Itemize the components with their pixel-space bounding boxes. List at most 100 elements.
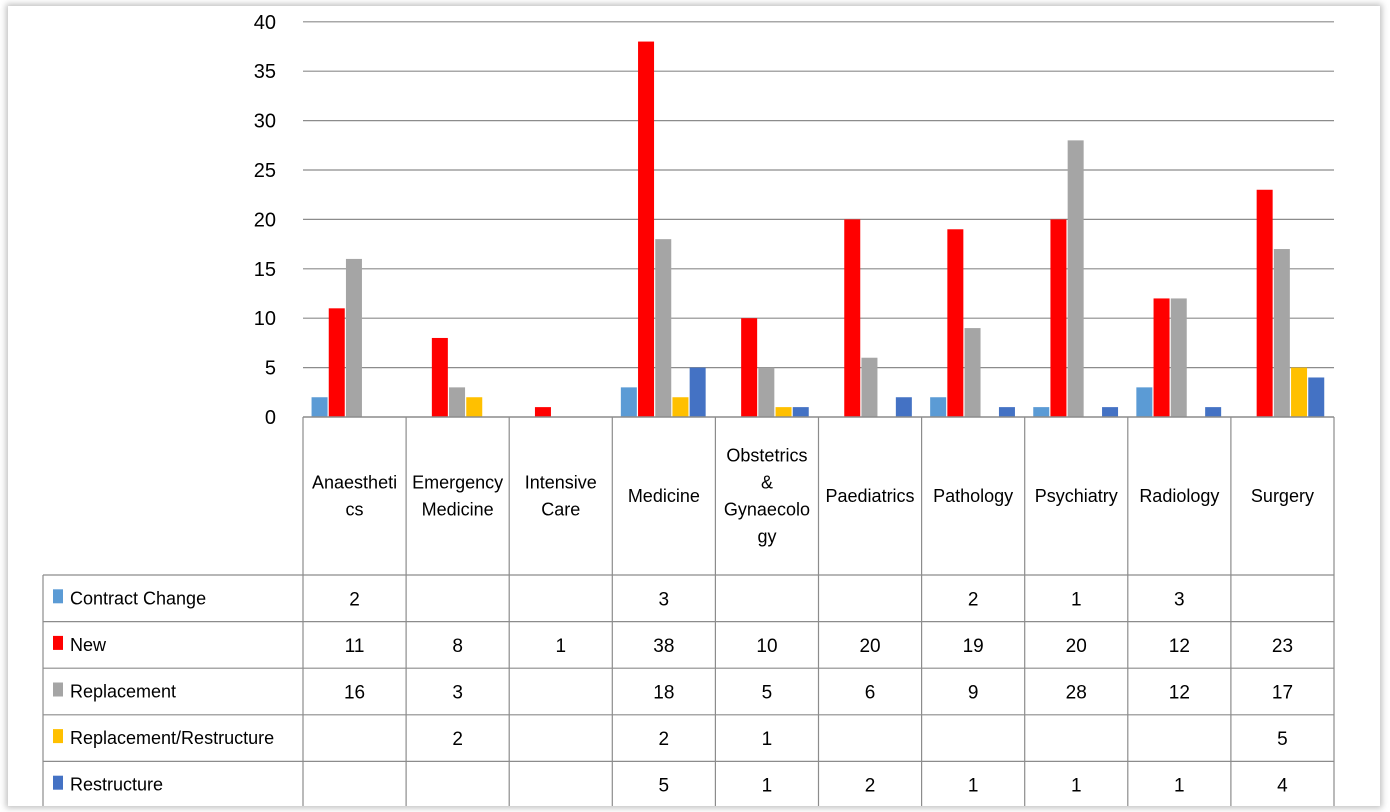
data-label: 12 <box>1169 636 1190 657</box>
data-label: 2 <box>659 729 670 750</box>
data-label: 18 <box>653 683 674 704</box>
data-label: 11 <box>345 636 365 657</box>
data-label: 5 <box>1277 729 1288 750</box>
y-tick-label: 35 <box>254 61 276 83</box>
data-label: 2 <box>452 729 463 750</box>
bar <box>638 41 655 418</box>
data-label: 2 <box>865 776 876 797</box>
bar <box>311 397 328 417</box>
data-label: 1 <box>968 776 979 797</box>
legend-swatch <box>53 682 63 697</box>
data-label: 8 <box>452 636 463 657</box>
bar <box>1033 407 1050 417</box>
category-label: & <box>761 473 773 493</box>
bar <box>1153 298 1170 417</box>
y-tick-label: 10 <box>254 308 276 330</box>
bar <box>431 337 448 417</box>
bar <box>1170 298 1187 417</box>
bar <box>741 318 758 417</box>
legend-label: Contract Change <box>70 588 206 608</box>
data-label: 28 <box>1066 683 1087 704</box>
data-label: 3 <box>659 589 670 610</box>
category-label: Emergency <box>412 473 503 493</box>
bar <box>844 219 861 417</box>
bar <box>620 387 637 417</box>
data-label: 5 <box>659 776 670 797</box>
y-tick-label: 5 <box>265 358 276 380</box>
bar <box>998 407 1015 417</box>
category-label: Medicine <box>422 500 494 520</box>
bar <box>672 397 689 417</box>
data-label: 9 <box>968 683 979 704</box>
bar <box>689 367 706 417</box>
data-label: 17 <box>1272 683 1293 704</box>
bar-chart: 0510152025303540AnaestheticsEmergencyMed… <box>42 12 1335 806</box>
bar <box>758 367 775 417</box>
category-label: Intensive <box>525 473 597 493</box>
y-tick-label: 40 <box>254 12 276 34</box>
data-label: 23 <box>1272 636 1293 657</box>
category-label: Surgery <box>1251 486 1314 506</box>
data-label: 1 <box>1071 589 1082 610</box>
data-label: 3 <box>1174 589 1185 610</box>
category-label: gy <box>757 527 776 547</box>
legend-label: Replacement <box>70 682 176 702</box>
bar <box>964 328 981 417</box>
bar <box>1308 377 1325 417</box>
bar <box>947 229 964 417</box>
category-label: Pathology <box>933 486 1013 506</box>
data-label: 1 <box>762 729 773 750</box>
data-label: 1 <box>1071 776 1082 797</box>
y-tick-label: 15 <box>254 259 276 281</box>
bar <box>1067 140 1084 418</box>
category-label: Gynaecolo <box>724 500 810 520</box>
y-tick-label: 0 <box>265 407 276 429</box>
category-label: Psychiatry <box>1035 486 1118 506</box>
bar <box>1102 407 1119 417</box>
data-label: 16 <box>344 683 365 704</box>
bar <box>775 407 792 417</box>
legend-label: New <box>70 635 107 655</box>
legend-swatch <box>53 775 63 790</box>
bar <box>1291 367 1308 417</box>
bar <box>1050 219 1067 417</box>
bar <box>1136 387 1153 417</box>
data-label: 3 <box>452 683 463 704</box>
legend-swatch <box>53 589 63 604</box>
bar <box>345 258 362 417</box>
data-label: 1 <box>762 776 773 797</box>
data-label: 4 <box>1277 776 1288 797</box>
category-label: Anaestheti <box>312 473 397 493</box>
legend-label: Replacement/Restructure <box>70 728 274 748</box>
legend-swatch <box>53 729 63 744</box>
category-label: Care <box>541 500 580 520</box>
data-label: 20 <box>859 636 880 657</box>
bar <box>1273 249 1290 417</box>
data-label: 1 <box>1174 776 1185 797</box>
data-label: 2 <box>968 589 979 610</box>
y-tick-label: 20 <box>254 209 276 231</box>
data-label: 20 <box>1066 636 1087 657</box>
bar <box>930 397 947 417</box>
bar <box>895 397 912 417</box>
bar <box>466 397 483 417</box>
chart-frame: 0 5 10 15 20 25 30 35 40 Anaestheti cs Emergency Med… <box>8 6 1380 806</box>
data-label: 1 <box>555 636 566 657</box>
legend-swatch <box>53 635 63 650</box>
data-label: 10 <box>756 636 777 657</box>
category-label: Radiology <box>1139 486 1219 506</box>
bar <box>655 239 672 417</box>
legend-label: Restructure <box>70 775 163 795</box>
bar <box>861 357 878 417</box>
y-tick-label: 25 <box>254 160 276 182</box>
category-label: Medicine <box>628 486 700 506</box>
data-label: 38 <box>653 636 674 657</box>
bar <box>1205 407 1222 417</box>
data-label: 19 <box>963 636 984 657</box>
bar <box>534 407 551 417</box>
bar <box>792 407 809 417</box>
data-label: 6 <box>865 683 876 704</box>
bar <box>1256 189 1273 417</box>
data-label: 2 <box>349 589 360 610</box>
category-label: Paediatrics <box>826 486 915 506</box>
